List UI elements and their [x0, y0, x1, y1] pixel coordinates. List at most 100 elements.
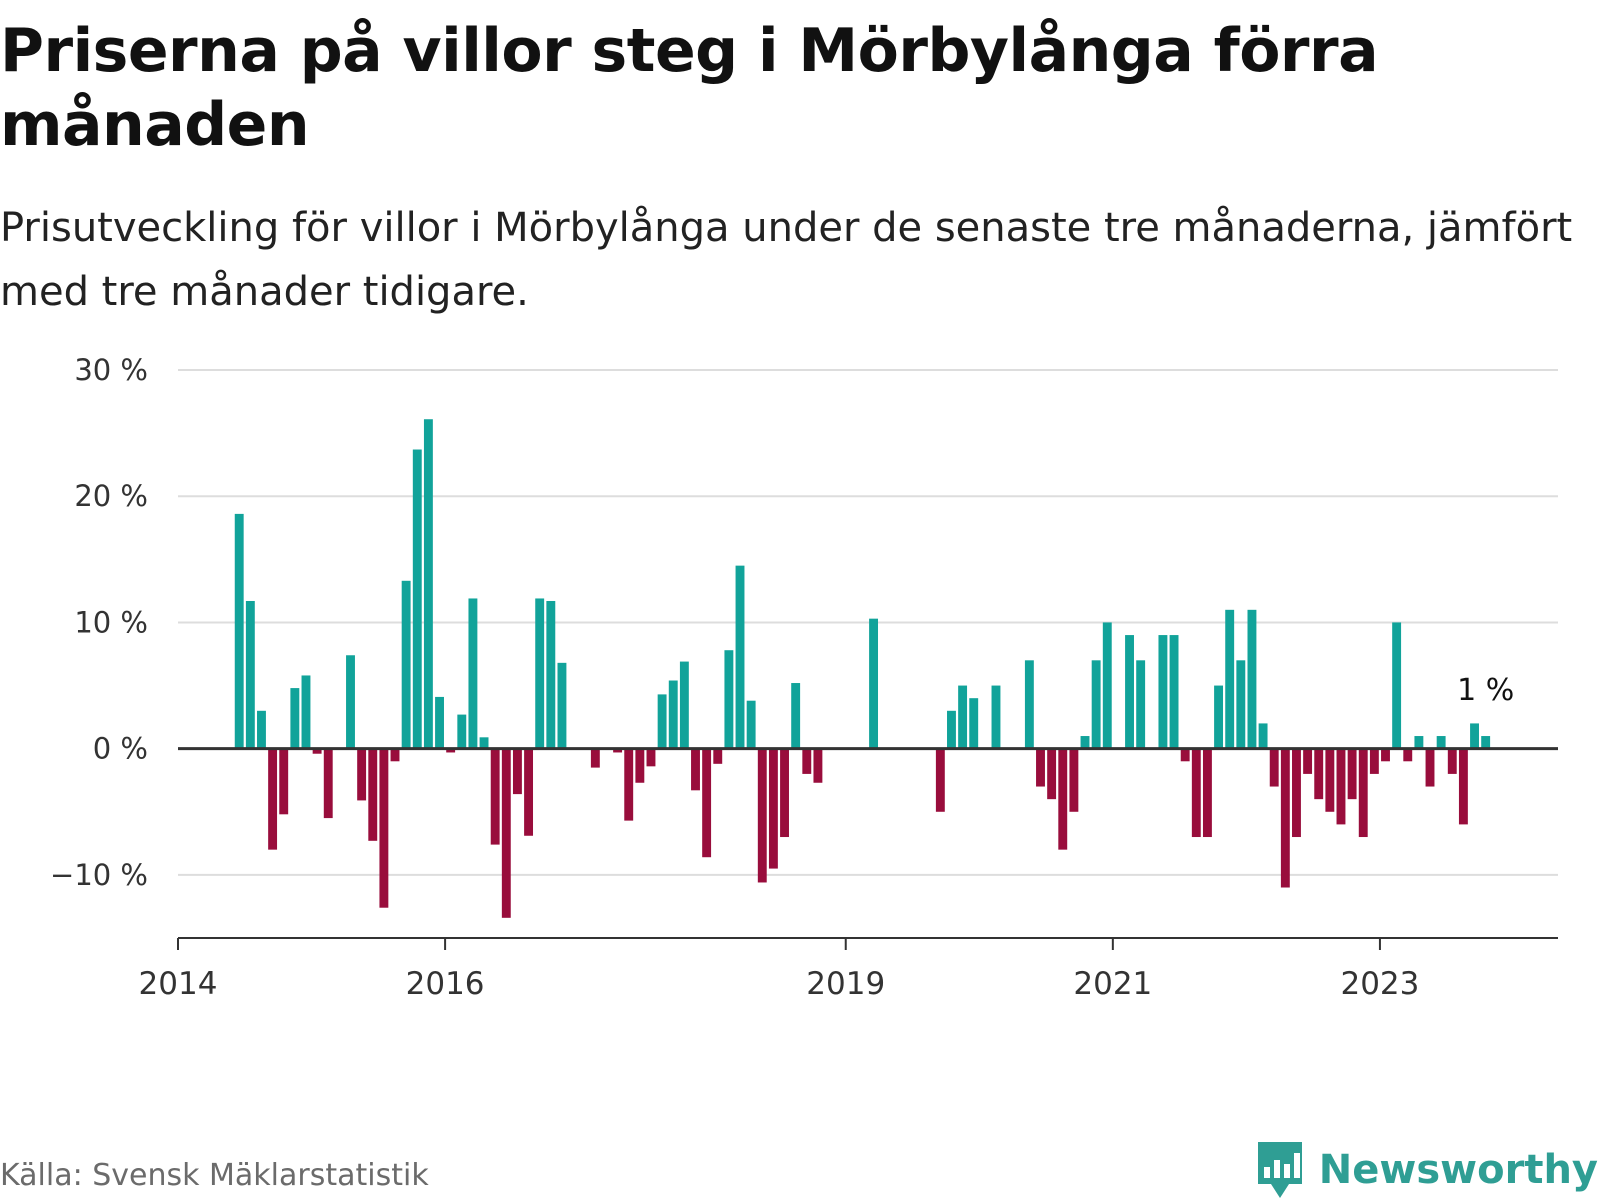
bar: [1292, 748, 1301, 838]
bar: [780, 748, 789, 838]
bar: [479, 737, 489, 749]
bar: [969, 698, 979, 749]
x-tick-label: 2021: [1073, 966, 1152, 1002]
bar: [1236, 660, 1246, 749]
bar: [746, 700, 756, 749]
bar: [412, 449, 422, 749]
bar: [1336, 748, 1346, 825]
bar: [257, 710, 266, 749]
bar: [423, 419, 433, 749]
bars: [234, 419, 1491, 918]
bar: [791, 683, 801, 749]
bar: [323, 748, 333, 819]
bar: [524, 748, 534, 836]
bar: [646, 748, 656, 767]
bar: [1325, 748, 1335, 812]
bar: [813, 748, 823, 783]
bar: [457, 714, 467, 749]
bar: [279, 748, 289, 815]
bar: [1347, 748, 1357, 800]
bar: [1214, 685, 1224, 749]
bar: [713, 748, 723, 764]
bar: [557, 662, 567, 749]
bar: [535, 598, 545, 749]
bar: [368, 748, 378, 841]
bar: [613, 748, 623, 753]
bar: [802, 748, 812, 774]
bar: [1392, 622, 1402, 749]
x-axis-ticks: 2014 2016 2019 2021 2023: [139, 938, 1419, 1002]
bar: [1258, 723, 1268, 749]
bar: [1369, 748, 1379, 774]
bar: [657, 694, 667, 749]
bar: [301, 675, 311, 749]
bar: [679, 661, 689, 749]
bar: [724, 650, 734, 749]
bar: [446, 748, 456, 753]
bar: [1047, 748, 1057, 800]
bar: [1191, 748, 1201, 838]
source-note: Källa: Svensk Mäklarstatistik: [0, 1158, 429, 1193]
newsworthy-logo[interactable]: Newsworthy: [1255, 1140, 1598, 1200]
axes: [178, 747, 1558, 939]
bar: [1225, 609, 1235, 749]
bar: [1381, 748, 1390, 762]
bar: [1403, 748, 1413, 762]
bar: [1414, 736, 1424, 749]
bar-chart: 30 % 20 % 10 % 0 % −10 % 2014 2016 2019 2021 202…: [50, 353, 1558, 1002]
bar: [312, 748, 322, 754]
bar: [490, 748, 500, 845]
bar: [390, 748, 400, 762]
bar: [1058, 748, 1068, 850]
bar-chart-speech-bubble-icon: [1257, 1142, 1302, 1198]
bar: [1247, 609, 1257, 749]
bar: [1136, 660, 1146, 749]
bar: [501, 748, 511, 918]
bar: [468, 598, 478, 749]
y-tick-label: 30 %: [74, 353, 148, 387]
bar: [624, 748, 634, 821]
x-tick-label: 2019: [806, 966, 885, 1002]
bar: [1358, 748, 1368, 838]
bar: [1202, 748, 1212, 838]
bar: [757, 748, 767, 883]
bar: [435, 696, 444, 749]
bar: [1425, 748, 1435, 787]
bar: [234, 513, 244, 749]
bar: [268, 748, 278, 850]
bar: [1024, 660, 1034, 749]
bar: [1036, 748, 1045, 787]
bar: [1125, 635, 1134, 749]
bar: [1158, 635, 1168, 749]
y-tick-label: 20 %: [74, 479, 148, 513]
bar: [1080, 736, 1090, 749]
bar: [346, 655, 355, 749]
bar: [668, 680, 678, 749]
bar: [1169, 635, 1179, 749]
x-tick-label: 2023: [1340, 966, 1419, 1002]
y-axis-ticks: 30 % 20 % 10 % 0 % −10 %: [50, 353, 148, 892]
bar: [1280, 748, 1290, 888]
bar: [1091, 660, 1101, 749]
bar: [1447, 748, 1457, 774]
bar: [1303, 748, 1313, 774]
bar: [735, 565, 745, 749]
bar: [401, 580, 411, 749]
bar: [357, 748, 367, 801]
bar: [947, 710, 956, 749]
chart-title: Priserna på villor steg i Mörbylånga för…: [0, 16, 1379, 160]
bar: [991, 685, 1001, 749]
bar: [768, 748, 778, 869]
bar: [379, 748, 389, 908]
bar: [958, 685, 968, 749]
bar: [1102, 622, 1112, 749]
last-value-label: 1 %: [1457, 673, 1514, 708]
bar: [869, 618, 879, 749]
y-tick-label: −10 %: [50, 858, 148, 892]
bar: [590, 748, 600, 768]
annotations: 1 %: [1457, 673, 1514, 708]
bar: [1436, 736, 1446, 749]
bar: [935, 748, 945, 812]
x-tick-label: 2016: [406, 966, 485, 1002]
x-tick-label: 2014: [139, 966, 218, 1002]
